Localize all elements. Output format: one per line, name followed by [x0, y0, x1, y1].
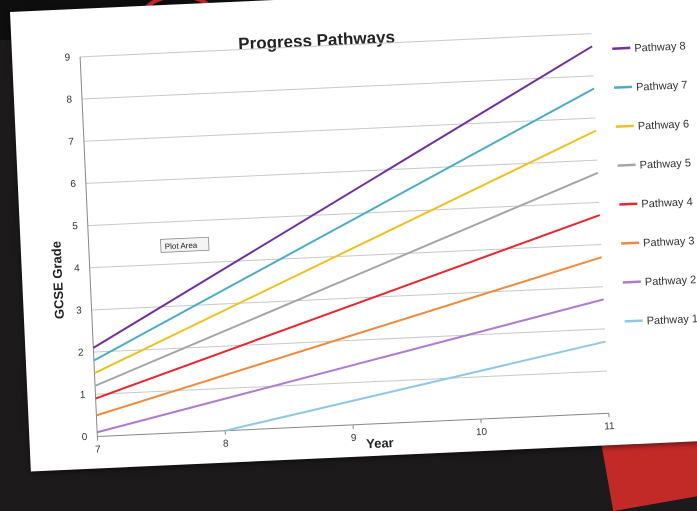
gridline-y-6: [86, 160, 597, 183]
y-axis-line: [80, 57, 97, 437]
y-tick-label: 6: [70, 179, 76, 190]
legend-label: Pathway 1: [646, 313, 697, 327]
plot-area-tooltip: Plot Area: [160, 237, 209, 252]
chart-slide: Progress Pathways 0 1 2 3 4 5 6 7 8 9 7 8 9 10 11 Path…: [10, 0, 697, 472]
series-line-6: [90, 257, 608, 415]
x-tick-label: 8: [223, 439, 229, 450]
chart-title: Progress Pathways: [238, 28, 396, 54]
x-tick-label: 9: [351, 433, 357, 444]
y-tick-label: 1: [80, 390, 86, 401]
legend-label: Pathway 3: [643, 235, 695, 249]
y-tick-label: 8: [66, 94, 72, 105]
y-axis-title: GCSE Grade: [48, 241, 67, 320]
legend-label: Pathway 2: [645, 274, 697, 288]
legend-swatch: [616, 126, 634, 127]
legend-label: Pathway 7: [636, 79, 688, 93]
legend-swatch: [625, 321, 643, 322]
plot-area-tooltip-text: Plot Area: [165, 241, 198, 251]
legend-label: Pathway 8: [634, 40, 686, 54]
legend-swatch: [618, 165, 636, 166]
y-tick-label: 7: [68, 137, 74, 148]
legend-swatch: [612, 48, 630, 49]
grid-lines: [80, 34, 607, 395]
x-axis-title: Year: [366, 435, 394, 451]
legend: Pathway 8 Pathway 7 Pathway 6 Pathway 5 Path…: [612, 40, 697, 328]
x-tick-label: 11: [604, 421, 615, 432]
gridline-y-8: [82, 76, 593, 99]
legend-swatch: [614, 87, 632, 88]
y-tick-label: 2: [78, 348, 84, 359]
y-tick-label: 5: [72, 221, 78, 232]
legend-swatch: [619, 204, 637, 205]
line-chart: Progress Pathways 0 1 2 3 4 5 6 7 8 9 7 8 9 10 11 Path…: [10, 0, 697, 472]
x-tick-label: 7: [95, 444, 101, 455]
y-tick-label: 9: [64, 52, 70, 63]
legend-label: Pathway 6: [638, 118, 690, 132]
y-tick-label: 0: [82, 432, 88, 443]
legend-swatch: [621, 243, 639, 244]
legend-label: Pathway 4: [641, 196, 693, 210]
gridline-y-2: [94, 329, 605, 352]
x-tick-label: 10: [476, 427, 488, 439]
y-tick-label: 4: [74, 263, 80, 274]
legend-swatch: [623, 282, 641, 283]
y-tick-label: 3: [76, 305, 82, 316]
legend-label: Pathway 5: [639, 157, 691, 171]
series-line-1: [81, 46, 605, 348]
series-lines: [81, 46, 609, 436]
